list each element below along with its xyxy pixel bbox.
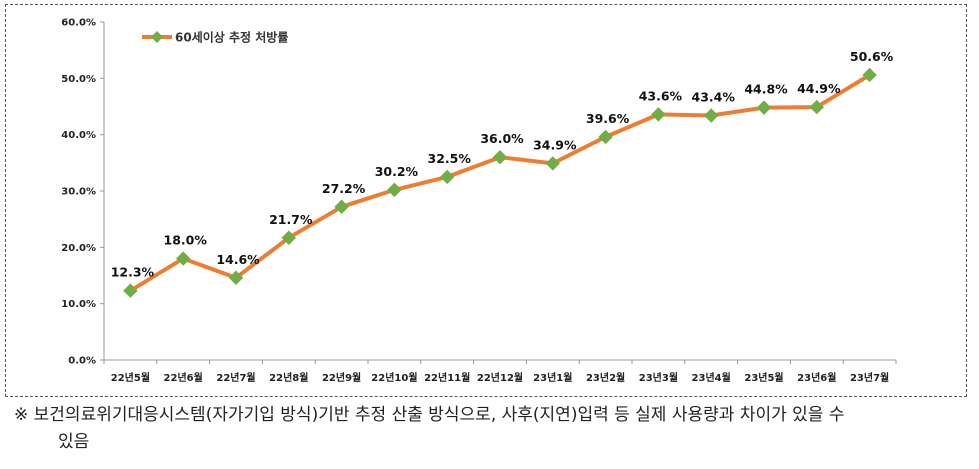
x-tick-label: 22년5월 bbox=[111, 371, 150, 384]
data-label: 30.2% bbox=[375, 164, 419, 179]
data-label: 44.8% bbox=[744, 82, 788, 97]
x-tick-label: 23년6월 bbox=[797, 371, 836, 384]
x-tick-label: 22년6월 bbox=[164, 371, 203, 384]
x-tick-label: 23년5월 bbox=[744, 371, 783, 384]
data-label: 44.9% bbox=[797, 81, 841, 96]
y-axis-ticks: 0.0% 10.0% 20.0% 30.0% 40.0% 50.0% 60.0% bbox=[61, 18, 104, 367]
data-point-marker bbox=[862, 67, 877, 83]
x-tick-label: 23년7월 bbox=[850, 371, 889, 384]
x-tick-label: 23년4월 bbox=[692, 371, 731, 384]
data-label: 21.7% bbox=[269, 212, 313, 227]
x-tick-label: 23년1월 bbox=[533, 371, 572, 384]
series-line-group bbox=[123, 67, 877, 298]
x-tick-label: 22년7월 bbox=[216, 371, 255, 384]
data-point-marker bbox=[598, 129, 613, 145]
data-point-marker bbox=[703, 108, 719, 123]
data-label: 43.6% bbox=[639, 88, 683, 103]
data-point-marker bbox=[545, 156, 561, 171]
y-tick-label: 0.0% bbox=[68, 356, 96, 367]
chart-axes bbox=[103, 22, 896, 361]
data-label: 36.0% bbox=[480, 131, 524, 146]
y-tick-label: 50.0% bbox=[61, 74, 96, 85]
y-tick-label: 40.0% bbox=[61, 130, 96, 141]
data-label: 18.0% bbox=[164, 233, 208, 248]
data-label: 32.5% bbox=[428, 151, 472, 166]
legend-marker-swatch bbox=[151, 31, 163, 43]
x-tick-label: 22년10월 bbox=[371, 371, 417, 384]
y-tick-label: 20.0% bbox=[61, 243, 96, 254]
footnote-mark: ※ bbox=[14, 405, 29, 425]
footnote-line-1: 보건의료위기대응시스템(자가기입 방식)기반 추정 산출 방식으로, 사후(지연… bbox=[28, 405, 845, 425]
chart-frame: 0.0% 10.0% 20.0% 30.0% 40.0% 50.0% 60.0% 22년5월… bbox=[5, 4, 967, 397]
footnote: ※ 보건의료위기대응시스템(자가기입 방식)기반 추정 산출 방식으로, 사후(… bbox=[14, 402, 969, 456]
x-tick-label: 22년9월 bbox=[322, 371, 361, 384]
data-label: 12.3% bbox=[111, 265, 155, 280]
x-tick-label: 23년3월 bbox=[639, 371, 678, 384]
x-tick-label: 22년12월 bbox=[477, 371, 523, 384]
x-tick-label: 23년2월 bbox=[586, 371, 625, 384]
x-axis-ticks: 22년5월 22년6월 22년7월 22년8월 22년9월 22년10월 22년11월 22년… bbox=[103, 360, 897, 384]
data-label: 39.6% bbox=[586, 111, 630, 126]
data-point-marker bbox=[123, 283, 138, 298]
data-label: 27.2% bbox=[322, 181, 366, 196]
x-tick-label: 22년11월 bbox=[424, 371, 470, 384]
data-point-marker bbox=[175, 251, 191, 266]
footnote-line-2: 있음 bbox=[58, 432, 90, 452]
y-tick-label: 10.0% bbox=[61, 299, 96, 310]
y-tick-label: 60.0% bbox=[61, 18, 96, 29]
data-point-marker bbox=[387, 182, 402, 198]
data-point-marker bbox=[334, 199, 349, 214]
data-label: 50.6% bbox=[850, 49, 894, 64]
data-labels: 12.3% 18.0% 14.6% 21.7% 27.2% 30.2% 32.5% 36.0%… bbox=[111, 49, 894, 280]
y-tick-label: 30.0% bbox=[61, 187, 96, 198]
data-point-marker bbox=[651, 107, 666, 122]
data-point-marker bbox=[228, 270, 244, 285]
data-label: 34.9% bbox=[533, 137, 577, 152]
data-label: 14.6% bbox=[216, 252, 260, 267]
x-tick-label: 22년8월 bbox=[269, 371, 308, 384]
data-point-marker bbox=[756, 100, 772, 115]
data-point-marker bbox=[492, 149, 508, 165]
data-label: 43.4% bbox=[692, 90, 736, 105]
data-point-marker bbox=[439, 169, 455, 185]
data-point-marker bbox=[281, 230, 297, 245]
legend: 60세이상 추정 처방률 bbox=[142, 30, 288, 45]
line-chart: 0.0% 10.0% 20.0% 30.0% 40.0% 50.0% 60.0% 22년5월… bbox=[61, 18, 897, 384]
data-point-marker bbox=[809, 99, 825, 115]
legend-label: 60세이상 추정 처방률 bbox=[175, 30, 288, 45]
